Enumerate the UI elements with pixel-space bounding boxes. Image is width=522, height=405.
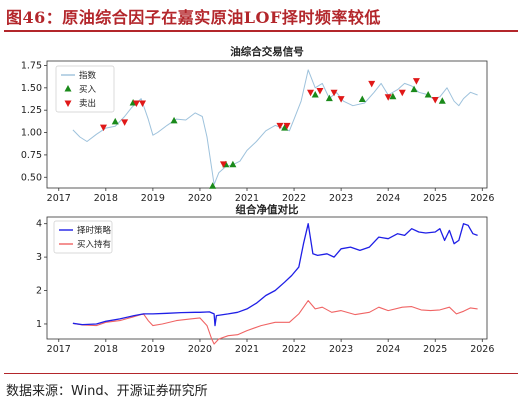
sell-signal-marker xyxy=(398,89,406,97)
x-tick-label: 2024 xyxy=(376,344,400,355)
legend-swatch xyxy=(64,100,72,107)
buy-signal-marker xyxy=(358,95,366,102)
legend-box xyxy=(53,220,113,254)
x-tick-label: 2018 xyxy=(94,344,118,355)
figure-title: 图46：原油综合因子在嘉实原油LOF择时频率较低 xyxy=(6,8,381,27)
x-tick-label: 2021 xyxy=(235,344,259,355)
legend-label: 卖出 xyxy=(79,98,96,109)
series-line xyxy=(72,69,478,185)
x-tick-label: 2023 xyxy=(329,193,353,204)
x-tick-label: 2019 xyxy=(141,193,165,204)
buy-signal-marker xyxy=(325,94,333,102)
buy-signal-marker xyxy=(438,97,446,104)
legend-label: 买入 xyxy=(79,85,97,95)
plot-frame xyxy=(46,60,488,189)
x-tick-label: 2023 xyxy=(329,344,353,355)
x-tick-label: 2021 xyxy=(235,193,259,204)
buy-signal-marker xyxy=(424,90,432,98)
series-line xyxy=(72,223,478,327)
sell-signal-marker xyxy=(368,80,376,88)
series-line xyxy=(72,300,478,345)
sell-signal-marker xyxy=(431,96,439,104)
sell-signal-marker xyxy=(283,122,291,130)
sell-signal-marker xyxy=(276,122,284,130)
chart-title: 油综合交易信号 xyxy=(230,45,304,58)
buy-signal-marker xyxy=(389,92,397,100)
sell-signal-marker xyxy=(307,89,315,97)
sell-signal-marker xyxy=(99,124,107,132)
title-underline xyxy=(4,30,518,32)
y-tick-label: 1.50 xyxy=(21,83,42,94)
x-tick-label: 2026 xyxy=(470,344,494,355)
footer-rule xyxy=(4,373,518,374)
y-tick-label: 1 xyxy=(36,319,42,330)
y-tick-label: 0.75 xyxy=(21,150,42,161)
buy-signal-marker xyxy=(209,182,217,189)
buy-signal-marker xyxy=(281,124,289,131)
legend-label: 择时策略 xyxy=(77,225,112,236)
x-tick-label: 2017 xyxy=(47,193,71,204)
buy-signal-marker xyxy=(111,117,119,125)
chart-title: 组合净值对比 xyxy=(236,203,299,216)
sell-signal-marker xyxy=(219,161,227,168)
x-tick-label: 2018 xyxy=(94,193,118,204)
chart-panel-2: 组合净值对比 2017 2018 2019 2020 2021 2022 2023 2024 20… xyxy=(36,203,494,355)
y-tick-label: 0.50 xyxy=(21,172,42,183)
x-tick-label: 2020 xyxy=(188,344,212,355)
source-note: 数据来源：Wind、开源证券研究所 xyxy=(6,384,208,399)
x-tick-label: 2022 xyxy=(282,193,306,204)
x-tick-label: 2025 xyxy=(423,344,447,355)
y-tick-label: 1.00 xyxy=(21,128,42,139)
x-tick-label: 2020 xyxy=(188,193,212,204)
sell-signal-marker xyxy=(139,100,147,108)
legend-swatch xyxy=(64,85,72,92)
buy-signal-marker xyxy=(410,85,418,93)
x-tick-label: 2022 xyxy=(282,344,306,355)
chart-panel-1: 油综合交易信号 2017 2018 2019 2020 2021 2022 2023 2024 2… xyxy=(21,45,495,204)
sell-signal-marker xyxy=(337,96,345,103)
sell-signal-marker xyxy=(121,119,129,126)
y-tick-label: 3 xyxy=(36,252,42,263)
x-tick-label: 2024 xyxy=(376,193,400,204)
sell-signal-marker xyxy=(330,89,338,97)
sell-signal-marker xyxy=(412,78,420,85)
y-tick-label: 4 xyxy=(36,219,42,230)
x-tick-label: 2025 xyxy=(423,193,447,204)
chart-canvas: 油综合交易信号 2017 2018 2019 2020 2021 2022 2023 2024 2… xyxy=(21,45,495,355)
plot-frame xyxy=(46,216,488,340)
y-tick-label: 1.75 xyxy=(21,60,42,71)
y-tick-label: 1.25 xyxy=(21,105,42,116)
buy-signal-marker xyxy=(170,116,178,124)
x-tick-label: 2017 xyxy=(47,344,71,355)
buy-signal-marker xyxy=(311,90,319,98)
y-tick-label: 2 xyxy=(36,286,42,297)
sell-signal-marker xyxy=(316,88,324,95)
x-tick-label: 2026 xyxy=(470,193,494,204)
x-tick-label: 2019 xyxy=(141,344,165,355)
buy-signal-marker xyxy=(229,160,237,168)
legend-label: 买入持有 xyxy=(77,239,111,250)
sell-signal-marker xyxy=(384,94,392,101)
legend-label: 指数 xyxy=(79,70,97,81)
sell-signal-marker xyxy=(132,100,140,108)
